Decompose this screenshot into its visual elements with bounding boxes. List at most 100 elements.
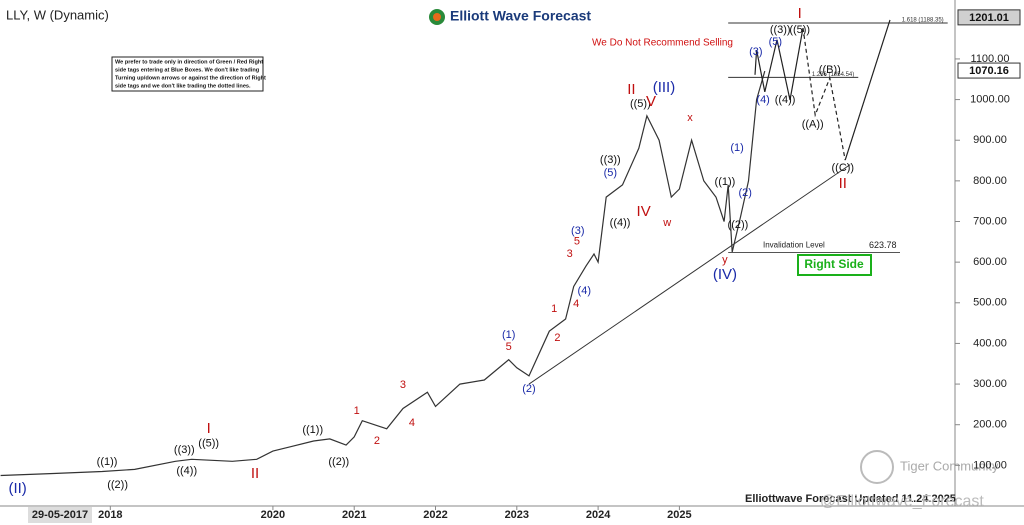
price-tag-label: 1070.16 — [969, 65, 1009, 77]
y-tick-label: 1100.00 — [971, 53, 1010, 65]
wave-label: (2) — [522, 383, 535, 395]
fib-label: 1.236 (1054.54) — [812, 72, 854, 78]
watermark-icon — [860, 450, 894, 484]
wave-label: (4) — [578, 285, 591, 297]
wave-label: ((B)) — [819, 64, 841, 76]
wave-label: ((C)) — [832, 162, 855, 174]
x-tick-label: 2018 — [98, 509, 122, 521]
wave-label: V — [646, 93, 656, 110]
disclaimer-line: We prefer to trade only in direction of … — [115, 59, 263, 65]
warning: We Do Not Recommend Selling — [592, 38, 733, 49]
wave-label: ((2)) — [107, 479, 128, 491]
y-tick-label: 800.00 — [973, 175, 1007, 187]
trendline — [528, 164, 851, 385]
wave-label: II — [627, 81, 635, 98]
fib-label: 1.618 (1188.35) — [902, 18, 944, 24]
wave-label: (II) — [8, 480, 26, 497]
wave-label: ((2)) — [728, 219, 749, 231]
wave-label: 3 — [567, 248, 573, 260]
wave-label: (1) — [502, 329, 515, 341]
y-tick-label: 200.00 — [973, 419, 1007, 431]
wave-label: x — [687, 112, 693, 124]
wave-label: y — [722, 254, 728, 266]
x-tick-label: 2023 — [505, 509, 529, 521]
wave-label: ((5)) — [789, 24, 810, 36]
logo-icon — [433, 13, 441, 21]
disclaimer-box — [111, 56, 264, 92]
wave-label: ((1)) — [715, 176, 736, 188]
projection-line — [844, 19, 891, 161]
wave-label: (4) — [756, 94, 769, 106]
wave-label: ((5)) — [630, 98, 651, 110]
disclaimer-line: side tags and we don't like trading the … — [115, 83, 251, 89]
wave-label: I — [798, 5, 802, 22]
y-tick-label: 400.00 — [973, 337, 1007, 349]
updated-note: Elliottwave Forecast Updated 11.24.2025 — [745, 493, 956, 505]
chart-title: LLY, W (Dynamic) — [6, 7, 109, 22]
wave-label: 2 — [374, 435, 380, 447]
wave-label: (5) — [604, 167, 617, 179]
logo: Elliott Wave Forecast — [450, 8, 591, 24]
wave-label: 5 — [574, 236, 580, 248]
wave-label: I — [207, 420, 211, 437]
wave-label: IV — [637, 203, 651, 220]
disclaimer-line: side tags entering at Blue Boxes. We don… — [115, 67, 260, 73]
x-tick-label: 2022 — [423, 509, 447, 521]
y-tick-label: 100.00 — [973, 459, 1007, 471]
x-tick-label: 2025 — [667, 509, 691, 521]
price-tag — [957, 62, 1021, 79]
projection-line — [802, 27, 846, 161]
wave-label: (5) — [769, 36, 782, 48]
wave-label: (1) — [730, 142, 743, 154]
x-tick-label: 2021 — [342, 509, 366, 521]
start-date: 29-05-2017 — [32, 509, 88, 521]
wave-label: ((A)) — [802, 119, 824, 131]
projection-line — [754, 27, 804, 101]
y-tick-label: 900.00 — [973, 134, 1007, 146]
wave-label: (3) — [571, 225, 584, 237]
wave-label: (III) — [653, 79, 676, 96]
right-side: Right Side — [804, 257, 864, 271]
wave-label: ((4)) — [176, 465, 197, 477]
disclaimer: We prefer to trade only in direction of … — [115, 59, 266, 89]
wave-label: ((4)) — [610, 217, 631, 229]
y-tick-label: 500.00 — [973, 297, 1007, 309]
wave-label: 2 — [554, 332, 560, 344]
wave-label: 4 — [409, 417, 415, 429]
wave-label: (IV) — [713, 266, 737, 283]
wave-label: (2) — [739, 187, 752, 199]
wave-label: II — [251, 465, 259, 482]
wave-label: (3) — [749, 46, 762, 58]
disclaimer-line: Turning up/down arrows or against the di… — [115, 75, 266, 81]
y-tick-label: 1000.00 — [970, 93, 1010, 105]
wave-label: 1 — [354, 405, 360, 417]
y-tick-label: 700.00 — [973, 215, 1007, 227]
y-tick-label: 300.00 — [973, 378, 1007, 390]
wave-label: ((2)) — [328, 456, 349, 468]
right-side-box — [797, 254, 872, 276]
x-tick-label: 2024 — [586, 509, 611, 521]
watermark: Tiger Community — [900, 458, 999, 473]
watermark-handle: @Elliottwave_Forecast — [820, 493, 984, 510]
wave-label: ((4)) — [775, 94, 796, 106]
y-tick-label: 600.00 — [973, 256, 1007, 268]
wave-label: ((3)) — [770, 24, 791, 36]
price-tag — [957, 9, 1021, 26]
wave-label: II — [839, 175, 847, 192]
wave-label: 3 — [400, 379, 406, 391]
wave-label: ((3)) — [600, 154, 621, 166]
price-line — [0, 70, 766, 477]
wave-label: ((5)) — [198, 438, 219, 450]
wave-label: 4 — [573, 298, 579, 310]
wave-label: ((1)) — [302, 424, 323, 436]
start-date-box — [28, 507, 92, 523]
invalidation-value: 623.78 — [869, 240, 897, 250]
wave-label: 1 — [551, 303, 557, 315]
wave-label: 5 — [506, 341, 512, 353]
price-tag-label: 1201.01 — [969, 12, 1009, 24]
wave-label: ((1)) — [97, 456, 118, 468]
invalidation-label: Invalidation Level — [763, 241, 825, 250]
x-tick-label: 2020 — [261, 509, 285, 521]
wave-label: w — [662, 217, 671, 229]
